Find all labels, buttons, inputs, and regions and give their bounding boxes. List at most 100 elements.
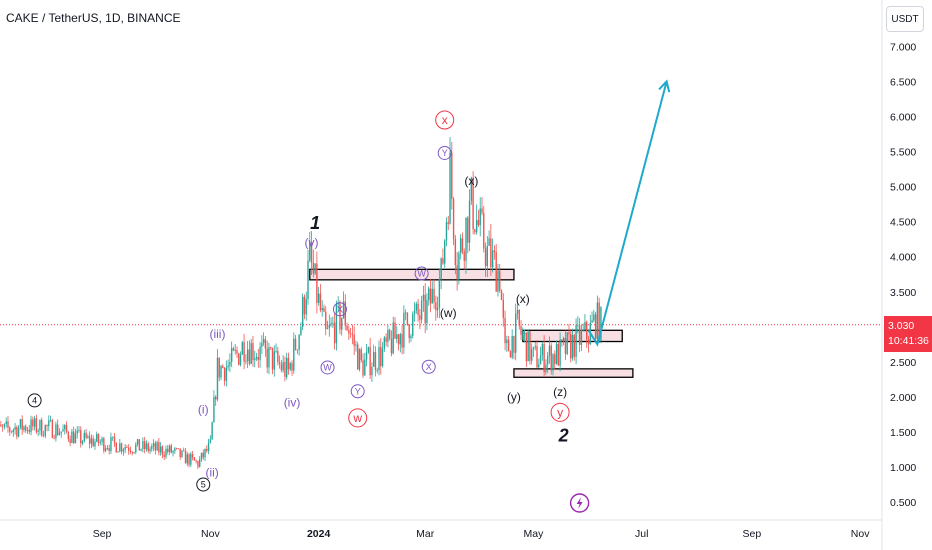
candle-body <box>167 448 169 452</box>
candle-body <box>26 429 29 431</box>
y-tick-label: 6.000 <box>890 112 916 124</box>
candle-body <box>396 334 398 339</box>
candle-body <box>62 429 64 432</box>
candle-body <box>181 450 183 458</box>
candle-body <box>474 229 476 233</box>
wave-label: (v) <box>305 236 319 250</box>
candle-body <box>332 322 334 324</box>
projection-arrow-head <box>658 79 671 93</box>
wave-label: (iii) <box>209 327 225 341</box>
candle-body <box>577 325 579 326</box>
candle-body <box>452 198 455 240</box>
candle-body <box>39 419 41 431</box>
candle-body <box>317 293 320 303</box>
y-tick-label: 0.500 <box>890 497 916 509</box>
candle-body <box>64 425 66 430</box>
candle-body <box>163 454 165 457</box>
candle-body <box>341 317 343 330</box>
candle-body <box>303 296 306 315</box>
candle-body <box>92 438 94 447</box>
projection-path <box>587 81 668 347</box>
candle-body <box>282 361 284 371</box>
candle-body <box>55 424 57 439</box>
candle-body <box>232 348 235 351</box>
support-resistance-zone <box>309 268 515 281</box>
candle-body <box>328 324 331 328</box>
currency-unit-button[interactable]: USDT <box>886 6 924 32</box>
wave-label: (w) <box>440 306 457 320</box>
candle-body <box>195 460 197 462</box>
candle-body <box>484 248 487 267</box>
candle-body <box>387 329 389 342</box>
candle-body <box>408 324 410 339</box>
candle-body <box>545 364 547 372</box>
candle-body <box>481 208 483 214</box>
candle-body <box>245 360 247 362</box>
x-tick-label: Sep <box>93 528 112 540</box>
candle-body <box>598 302 600 341</box>
candle-body <box>561 339 563 341</box>
candle-body <box>151 446 153 449</box>
candle-body <box>14 426 16 430</box>
candle-body <box>358 349 361 370</box>
candle-body <box>9 427 11 432</box>
candle-body <box>307 260 309 300</box>
y-tick-label: 6.500 <box>890 76 916 88</box>
candle-body <box>596 302 599 339</box>
wave-label: (z) <box>553 385 567 399</box>
candle-body <box>497 270 499 292</box>
candle-body <box>600 307 602 341</box>
candle-body <box>254 358 256 361</box>
candle-body <box>30 419 32 432</box>
candle-body <box>291 363 293 371</box>
candle-body <box>161 446 164 455</box>
wave-label: 2 <box>558 426 569 446</box>
candle-body <box>289 363 291 370</box>
candle-body <box>420 300 423 320</box>
wave-label: Y <box>442 148 448 158</box>
candle-body <box>35 418 38 433</box>
support-resistance-zone <box>513 368 634 378</box>
candle-body <box>56 424 59 435</box>
x-tick-label: Nov <box>851 528 870 540</box>
y-tick-label: 5.000 <box>890 182 916 194</box>
candle-body <box>444 240 446 264</box>
candle-body <box>138 439 141 451</box>
candle-body <box>403 312 405 348</box>
candle-body <box>177 448 180 450</box>
candle-body <box>316 263 318 303</box>
candle-body <box>216 357 219 400</box>
candle-body <box>575 325 577 357</box>
candle-body <box>85 432 87 438</box>
candle-body <box>202 452 204 458</box>
wave-label: w <box>352 411 362 425</box>
candle-body <box>94 441 96 447</box>
candle-body <box>16 426 18 437</box>
x-tick-label: Nov <box>201 528 220 540</box>
candle-body <box>211 422 213 440</box>
candle-body <box>591 320 593 323</box>
candle-body <box>515 313 517 353</box>
candle-body <box>380 346 382 367</box>
candle-body <box>475 219 478 233</box>
last-price-value: 3.030 <box>888 320 915 332</box>
wave-label-circle <box>414 266 429 281</box>
candle-body <box>126 447 128 448</box>
candle-body <box>41 419 43 436</box>
candle-body <box>571 335 574 359</box>
candle-body <box>280 364 283 371</box>
candle-body <box>266 348 268 368</box>
candle-body <box>87 436 89 438</box>
candle-body <box>493 250 496 253</box>
candle-body <box>477 219 480 226</box>
candle-body <box>58 432 61 435</box>
candle-body <box>536 346 538 368</box>
candle-body <box>25 426 27 431</box>
candle-body <box>156 442 158 451</box>
candle-body <box>351 333 354 335</box>
candle-body <box>112 436 114 438</box>
candle-body <box>294 338 297 350</box>
candle-body <box>353 334 355 346</box>
candle-body <box>546 355 549 365</box>
